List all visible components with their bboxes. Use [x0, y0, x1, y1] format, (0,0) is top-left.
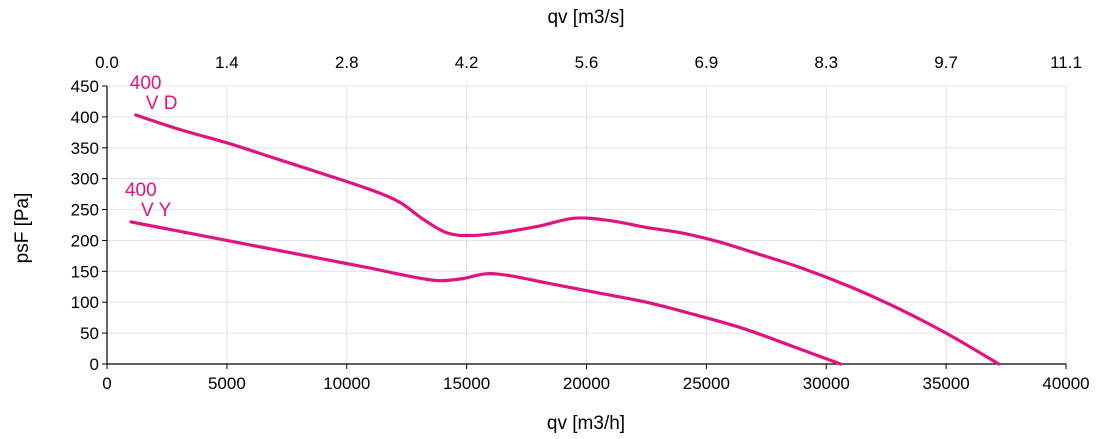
x2-tick-label: 0.0: [95, 53, 119, 72]
y-tick-label: 400: [71, 108, 99, 127]
x-tick-label: 10000: [323, 374, 370, 393]
x-tick-label: 25000: [683, 374, 730, 393]
x-tick-label: 35000: [922, 374, 969, 393]
x-tick-label: 30000: [803, 374, 850, 393]
x2-tick-label: 6.9: [695, 53, 719, 72]
series-label-model: 400: [125, 180, 157, 201]
x2-axis-title: qv [m3/s]: [547, 7, 624, 28]
series-line: [129, 220, 843, 366]
x2-tick-label: 5.6: [575, 53, 599, 72]
x-tick-label: 40000: [1042, 374, 1089, 393]
y-tick-label: 200: [71, 231, 99, 250]
series-line: [134, 113, 1001, 366]
series-label-model: 400: [130, 73, 162, 94]
y-axis-ticks: 0 50 100 150 200 250 300 350 400 450: [71, 77, 107, 374]
y-tick-label: 450: [71, 77, 99, 96]
x-axis-title: qv [m3/h]: [547, 413, 625, 434]
y-tick-label: 100: [71, 293, 99, 312]
series-layer: [129, 113, 1001, 366]
y-tick-label: 150: [71, 262, 99, 281]
x2-tick-label: 11.1: [1050, 53, 1082, 72]
x2-tick-label: 4.2: [455, 53, 479, 72]
y-tick-label: 250: [71, 201, 99, 220]
grid: [106, 85, 1067, 365]
x-tick-label: 15000: [443, 374, 490, 393]
series-label-variant: V D: [146, 93, 178, 114]
x2-tick-label: 2.8: [335, 53, 359, 72]
x-axis-ticks: 0 5000 10000 15000 20000 25000 30000 35000 40000: [102, 364, 1090, 393]
x2-tick-label: 9.7: [934, 53, 958, 72]
x2-tick-label: 1.4: [215, 53, 239, 72]
x2-tick-label: 8.3: [814, 53, 838, 72]
y-tick-label: 0: [90, 355, 99, 374]
x-tick-label: 20000: [563, 374, 610, 393]
x-tick-label: 5000: [208, 374, 246, 393]
series-label-variant: V Y: [141, 200, 172, 221]
y-tick-label: 50: [80, 324, 99, 343]
y-tick-label: 300: [71, 170, 99, 189]
y-axis-title: psF [Pa]: [12, 193, 33, 264]
y-tick-label: 350: [71, 139, 99, 158]
x-tick-label: 0: [102, 374, 111, 393]
x2-axis-ticks: 0.0 1.4 2.8 4.2 5.6 6.9 8.3 9.7 11.1: [95, 53, 1082, 72]
